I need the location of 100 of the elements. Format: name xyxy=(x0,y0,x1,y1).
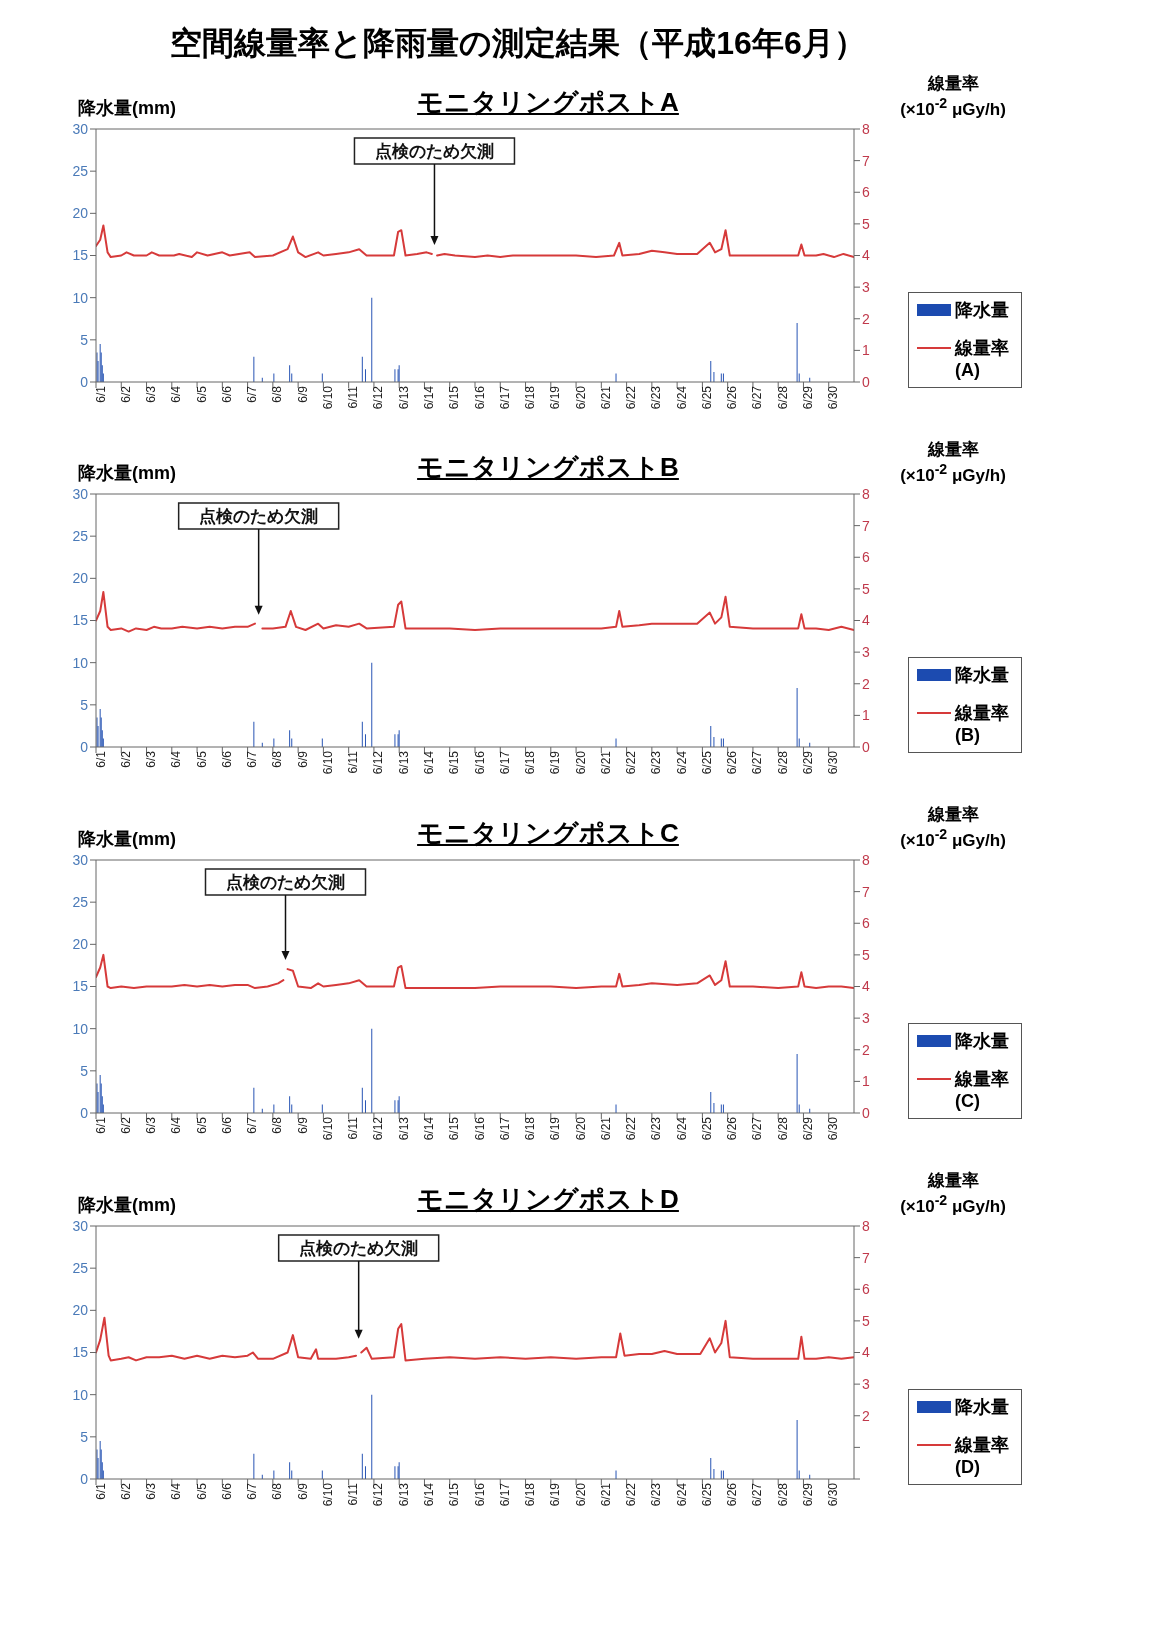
x-tick-label: 6/5 xyxy=(194,750,209,768)
x-tick-label: 6/18 xyxy=(523,1116,538,1141)
y2-tick-label: 0 xyxy=(862,1104,870,1121)
x-tick-label: 6/21 xyxy=(598,750,613,775)
y2-tick-label: 4 xyxy=(862,247,870,264)
x-tick-label: 6/20 xyxy=(573,385,588,410)
y-tick-label: 15 xyxy=(72,978,89,995)
y2-tick-label: 2 xyxy=(862,1407,870,1424)
x-tick-label: 6/30 xyxy=(826,1482,841,1506)
x-tick-label: 6/27 xyxy=(750,1482,765,1506)
y-tick-label: 30 xyxy=(72,851,89,868)
y-tick-label: 0 xyxy=(80,373,89,390)
x-tick-label: 6/20 xyxy=(573,750,588,775)
x-tick-label: 6/7 xyxy=(245,385,260,403)
x-tick-label: 6/3 xyxy=(144,385,159,403)
x-tick-label: 6/7 xyxy=(245,1482,260,1500)
x-tick-label: 6/26 xyxy=(725,750,740,775)
y2-tick-label: 3 xyxy=(862,1375,870,1392)
x-tick-label: 6/15 xyxy=(447,750,462,775)
x-tick-label: 6/24 xyxy=(674,385,689,410)
x-tick-label: 6/19 xyxy=(548,385,563,410)
legend-label: 降水量 xyxy=(955,298,1009,321)
y2-tick-label: 8 xyxy=(862,851,870,868)
legend-label: 降水量 xyxy=(955,1395,1009,1418)
x-tick-label: 6/27 xyxy=(750,1116,765,1141)
y-axis-title: 降水量(mm) xyxy=(77,96,177,120)
y-tick-label: 10 xyxy=(72,289,89,306)
x-tick-label: 6/22 xyxy=(624,1482,639,1506)
x-tick-label: 6/9 xyxy=(295,385,310,403)
annotation: 点検のため欠測 xyxy=(374,141,494,161)
x-tick-label: 6/11 xyxy=(346,385,361,409)
y2-tick-label: 2 xyxy=(862,1041,870,1058)
x-tick-label: 6/1 xyxy=(93,385,108,403)
legend-label: 線量率 (A) xyxy=(955,336,1010,381)
y-tick-label: 0 xyxy=(80,1104,89,1121)
y2-tick-label: 2 xyxy=(862,676,870,693)
x-tick-label: 6/14 xyxy=(421,1116,436,1141)
x-tick-label: 6/12 xyxy=(371,750,386,775)
y-tick-label: 25 xyxy=(72,894,89,911)
y2-axis-title: 線量率 (×10$^{-2}$ μGy/h) xyxy=(899,804,1007,851)
x-tick-label: 6/29 xyxy=(800,750,815,775)
y2-tick-label: 5 xyxy=(862,946,870,963)
y-axis-title: 降水量(mm) xyxy=(77,1193,177,1217)
x-tick-label: 6/9 xyxy=(295,750,310,768)
x-tick-label: 6/1 xyxy=(93,1482,108,1500)
x-tick-label: 6/8 xyxy=(270,750,285,768)
y2-tick-label: 7 xyxy=(862,152,870,169)
x-tick-label: 6/28 xyxy=(775,385,790,410)
y2-tick-label: 5 xyxy=(862,215,870,232)
y-tick-label: 30 xyxy=(72,1217,89,1234)
y2-tick-label: 8 xyxy=(862,486,870,503)
y2-tick-label: 8 xyxy=(862,1217,870,1234)
x-tick-label: 6/14 xyxy=(421,750,436,775)
x-tick-label: 6/16 xyxy=(472,1116,487,1141)
x-tick-label: 6/26 xyxy=(725,1116,740,1141)
y-tick-label: 0 xyxy=(80,1470,89,1487)
y2-tick-label: 7 xyxy=(862,883,870,900)
y2-tick-label: 5 xyxy=(862,1312,870,1329)
x-tick-label: 6/19 xyxy=(548,1116,563,1141)
x-tick-label: 6/25 xyxy=(699,1116,714,1141)
x-tick-label: 6/4 xyxy=(169,750,184,768)
x-tick-label: 6/3 xyxy=(144,750,159,768)
y-tick-label: 5 xyxy=(80,331,89,348)
x-tick-label: 6/18 xyxy=(523,385,538,410)
x-tick-label: 6/11 xyxy=(346,750,361,774)
y-tick-label: 20 xyxy=(72,570,89,587)
x-tick-label: 6/2 xyxy=(118,385,133,403)
y-tick-label: 30 xyxy=(72,486,89,503)
chart-subtitle: モニタリングポストA xyxy=(416,85,680,119)
x-tick-label: 6/17 xyxy=(497,750,512,775)
legend-label: 線量率 (B) xyxy=(955,702,1010,747)
x-tick-label: 6/3 xyxy=(144,1482,159,1500)
x-tick-label: 6/2 xyxy=(118,750,133,768)
x-tick-label: 6/30 xyxy=(826,750,841,775)
y2-tick-label: 4 xyxy=(862,612,870,629)
x-tick-label: 6/10 xyxy=(320,385,335,410)
x-tick-label: 6/29 xyxy=(800,385,815,410)
x-tick-label: 6/4 xyxy=(169,385,184,403)
x-tick-label: 6/18 xyxy=(523,750,538,775)
x-tick-label: 6/25 xyxy=(699,385,714,410)
x-tick-label: 6/24 xyxy=(674,750,689,775)
y-tick-label: 10 xyxy=(72,1386,89,1403)
y-tick-label: 0 xyxy=(80,739,89,756)
x-tick-label: 6/12 xyxy=(371,385,386,410)
x-tick-label: 6/4 xyxy=(169,1116,184,1134)
x-tick-label: 6/7 xyxy=(245,1116,260,1134)
x-tick-label: 6/11 xyxy=(346,1116,361,1140)
x-tick-label: 6/23 xyxy=(649,1116,664,1141)
x-tick-label: 6/29 xyxy=(800,1116,815,1141)
x-tick-label: 6/27 xyxy=(750,750,765,775)
x-tick-label: 6/5 xyxy=(194,385,209,403)
y2-tick-label: 1 xyxy=(862,1073,870,1090)
y-tick-label: 5 xyxy=(80,697,89,714)
x-tick-label: 6/11 xyxy=(346,1482,361,1506)
y-tick-label: 25 xyxy=(72,162,89,179)
x-tick-label: 6/23 xyxy=(649,1482,664,1506)
x-tick-label: 6/4 xyxy=(169,1482,184,1500)
x-tick-label: 6/15 xyxy=(447,385,462,410)
y2-tick-label: 5 xyxy=(862,581,870,598)
y-tick-label: 15 xyxy=(72,1344,89,1361)
